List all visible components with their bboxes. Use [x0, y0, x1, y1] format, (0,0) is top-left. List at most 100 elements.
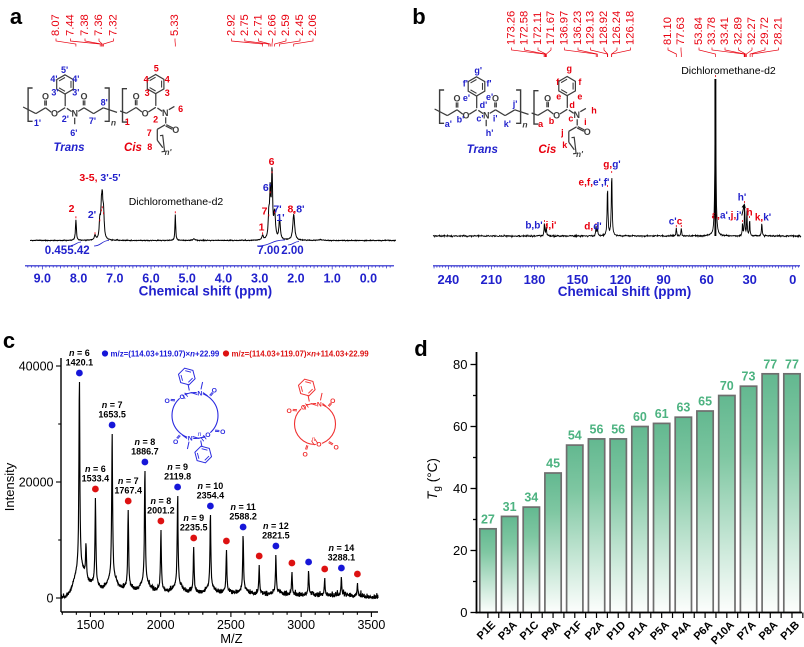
svg-text:n = 8: n = 8 [135, 437, 156, 447]
svg-text:172.58: 172.58 [518, 11, 530, 45]
svg-text:28.21: 28.21 [772, 17, 784, 45]
svg-text:n': n' [165, 148, 173, 157]
svg-text:n = 9: n = 9 [167, 462, 188, 472]
svg-text:7.32: 7.32 [107, 14, 119, 36]
svg-text:a': a' [445, 119, 452, 129]
svg-text:1': 1' [34, 118, 41, 128]
svg-text:81.10: 81.10 [662, 17, 674, 45]
svg-text:d': d' [480, 100, 488, 110]
svg-text:N: N [574, 110, 581, 120]
svg-text:f': f' [463, 78, 468, 88]
svg-text:9.0: 9.0 [34, 272, 51, 286]
svg-text:e,f,e',f': e,f,e',f' [579, 178, 610, 189]
svg-text:7.44: 7.44 [64, 14, 76, 36]
svg-text:1: 1 [125, 117, 130, 127]
svg-text:4: 4 [144, 75, 149, 85]
svg-text:b,b': b,b' [525, 221, 542, 232]
svg-text:c: c [568, 114, 573, 124]
svg-text:56: 56 [611, 422, 625, 436]
svg-text:5.0: 5.0 [179, 272, 196, 286]
svg-text:0.0: 0.0 [360, 272, 377, 286]
svg-text:7.00: 7.00 [257, 245, 279, 257]
svg-text:4': 4' [72, 74, 79, 84]
svg-text:n = 11: n = 11 [230, 502, 255, 512]
svg-text:n: n [198, 431, 202, 438]
svg-text:O: O [51, 109, 58, 119]
svg-text:N: N [317, 401, 322, 408]
svg-text:172.11: 172.11 [532, 12, 544, 45]
svg-text:j: j [560, 128, 564, 138]
svg-text:2.92: 2.92 [226, 14, 238, 36]
svg-text:60: 60 [699, 272, 713, 287]
svg-text:Chemical shift (ppm): Chemical shift (ppm) [558, 284, 692, 299]
svg-text:O: O [80, 92, 87, 102]
svg-text:M/Z: M/Z [220, 631, 242, 646]
svg-text:n = 7: n = 7 [118, 476, 139, 486]
svg-text:n: n [312, 436, 316, 443]
svg-text:32.27: 32.27 [746, 17, 758, 45]
svg-text:f: f [556, 77, 560, 87]
svg-text:N: N [188, 435, 193, 442]
svg-text:f': f' [486, 78, 491, 88]
svg-text:2119.8: 2119.8 [164, 472, 191, 482]
svg-text:7.36: 7.36 [93, 14, 105, 36]
svg-text:4': 4' [50, 74, 57, 84]
svg-text:3': 3' [51, 88, 58, 98]
svg-text:70: 70 [720, 379, 734, 393]
svg-text:6: 6 [178, 104, 183, 114]
svg-text:128.92: 128.92 [598, 11, 610, 45]
svg-text:5.42: 5.42 [67, 245, 89, 257]
svg-text:6': 6' [263, 182, 271, 194]
svg-text:Cis: Cis [124, 142, 142, 154]
svg-text:4: 4 [165, 75, 170, 85]
svg-text:a: a [538, 119, 544, 129]
svg-text:O: O [42, 92, 49, 102]
svg-text:8': 8' [101, 98, 108, 108]
svg-text:2500: 2500 [217, 618, 245, 632]
svg-text:56: 56 [590, 422, 604, 436]
svg-text:n = 9: n = 9 [183, 513, 204, 523]
svg-text:2235.5: 2235.5 [180, 523, 208, 533]
svg-text:g': g' [474, 65, 482, 75]
svg-text:40000: 40000 [19, 359, 54, 373]
svg-text:8.07: 8.07 [50, 14, 62, 36]
svg-text:0: 0 [460, 605, 467, 620]
svg-text:d: d [569, 100, 575, 110]
svg-text:3-5, 3'-5': 3-5, 3'-5' [79, 172, 120, 184]
svg-text:n: n [111, 118, 116, 128]
svg-text:n = 7: n = 7 [102, 400, 123, 410]
svg-text:k: k [562, 140, 568, 150]
svg-text:1.0: 1.0 [324, 272, 341, 286]
svg-text:180: 180 [524, 272, 546, 287]
svg-text:N: N [162, 108, 169, 118]
svg-text:1500: 1500 [76, 618, 104, 632]
svg-text:0.45: 0.45 [45, 245, 68, 257]
svg-text:a: a [10, 4, 23, 29]
svg-text:7.0: 7.0 [106, 272, 123, 286]
svg-text:1533.4: 1533.4 [82, 474, 110, 484]
svg-text:2: 2 [69, 203, 75, 215]
svg-text:8,8': 8,8' [287, 204, 304, 216]
svg-text:8.0: 8.0 [70, 272, 87, 286]
svg-text:77: 77 [763, 357, 777, 371]
svg-text:77: 77 [785, 357, 799, 371]
svg-text:54: 54 [568, 429, 582, 443]
svg-text:m/z=(114.03+119.07)×n+114.03+2: m/z=(114.03+119.07)×n+114.03+22.99 [232, 349, 370, 358]
svg-text:136.97: 136.97 [558, 11, 570, 45]
svg-text:O: O [303, 452, 308, 459]
svg-text:c: c [3, 328, 15, 353]
svg-text:2.71: 2.71 [252, 14, 264, 36]
svg-text:O: O [544, 93, 551, 103]
svg-text:e: e [577, 92, 582, 102]
svg-text:c'c: c'c [669, 217, 683, 228]
svg-text:g: g [566, 64, 572, 74]
svg-text:O: O [330, 398, 335, 405]
svg-text:h': h' [486, 128, 494, 138]
svg-text:2821.5: 2821.5 [262, 531, 290, 541]
svg-text:3': 3' [72, 88, 79, 98]
svg-text:32.89: 32.89 [732, 17, 744, 45]
svg-text:20000: 20000 [19, 475, 54, 489]
svg-text:3: 3 [145, 88, 150, 98]
svg-text:O: O [142, 108, 149, 118]
svg-text:3288.1: 3288.1 [328, 553, 356, 563]
